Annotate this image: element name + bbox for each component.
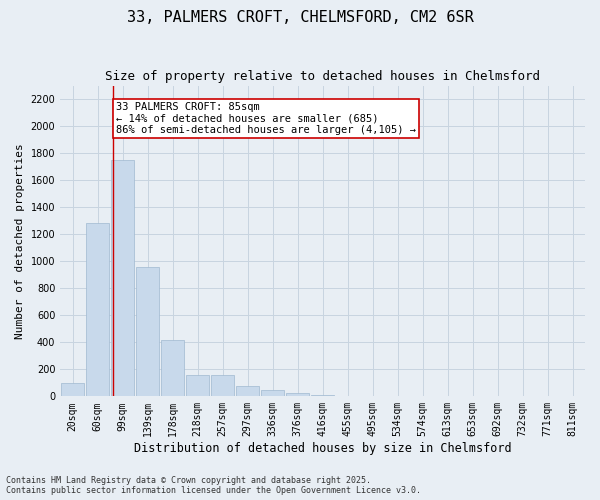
Y-axis label: Number of detached properties: Number of detached properties: [15, 143, 25, 339]
Bar: [61, 383, 84, 396]
Bar: [286, 393, 309, 396]
Text: 33, PALMERS CROFT, CHELMSFORD, CM2 6SR: 33, PALMERS CROFT, CHELMSFORD, CM2 6SR: [127, 10, 473, 25]
Bar: [236, 386, 259, 396]
Bar: [86, 224, 109, 396]
Bar: [186, 374, 209, 396]
Bar: [211, 376, 234, 396]
Bar: [161, 340, 184, 396]
X-axis label: Distribution of detached houses by size in Chelmsford: Distribution of detached houses by size …: [134, 442, 511, 455]
Text: Contains HM Land Registry data © Crown copyright and database right 2025.
Contai: Contains HM Land Registry data © Crown c…: [6, 476, 421, 495]
Bar: [311, 395, 334, 396]
Text: 33 PALMERS CROFT: 85sqm
← 14% of detached houses are smaller (685)
86% of semi-d: 33 PALMERS CROFT: 85sqm ← 14% of detache…: [116, 102, 416, 135]
Bar: [111, 160, 134, 396]
Bar: [261, 390, 284, 396]
Bar: [136, 266, 159, 396]
Title: Size of property relative to detached houses in Chelmsford: Size of property relative to detached ho…: [105, 70, 540, 83]
